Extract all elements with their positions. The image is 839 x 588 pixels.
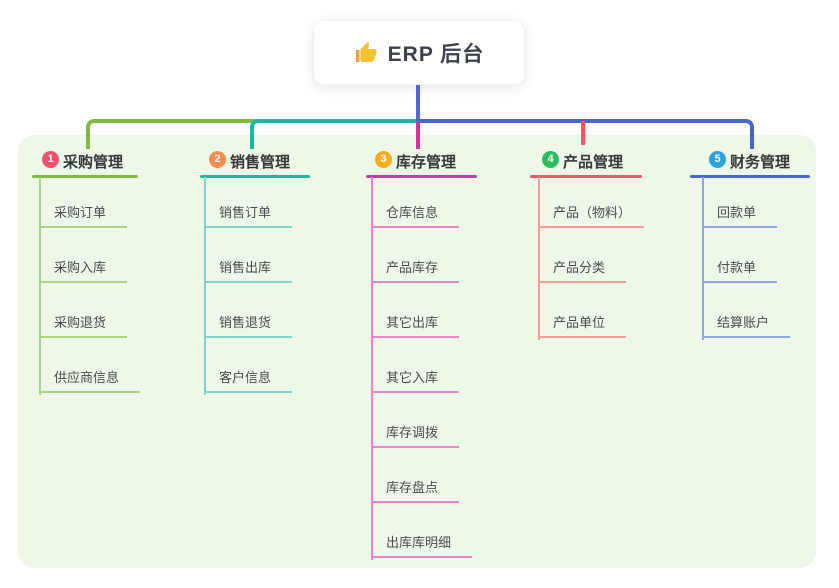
branch5-underline [690, 175, 810, 178]
node-item[interactable]: 结算账户 [702, 312, 790, 338]
node-item[interactable]: 产品分类 [538, 257, 626, 283]
branch4-title[interactable]: 产品管理 [563, 154, 624, 171]
branch3-number-badge: 3 [375, 151, 392, 168]
branch2-trunk-line [204, 177, 206, 395]
branch1-number-badge: 1 [42, 151, 59, 168]
branch2-number-badge: 2 [209, 151, 226, 168]
node-label: 产品单位 [553, 315, 606, 330]
node-item[interactable]: 采购入库 [39, 257, 127, 283]
branches-background-panel [18, 135, 816, 568]
branch1-trunk-line [39, 177, 41, 395]
connector-branch4 [581, 121, 585, 145]
root-connector [416, 82, 420, 122]
node-item[interactable]: 采购退货 [39, 312, 127, 338]
branch4-trunk-line [538, 177, 540, 340]
branch3-underline [366, 175, 477, 178]
node-label: 产品分类 [553, 260, 606, 275]
branch5-trunk-line [702, 177, 704, 340]
connector-branch3 [416, 121, 420, 149]
node-item[interactable]: 库存调拨 [371, 422, 459, 448]
node-label: 客户信息 [219, 370, 272, 385]
branch4-underline [530, 175, 642, 178]
branch5-title[interactable]: 财务管理 [730, 154, 791, 171]
node-item[interactable]: 供应商信息 [39, 367, 140, 393]
node-item[interactable]: 回款单 [702, 202, 777, 228]
node-item[interactable]: 客户信息 [204, 367, 292, 393]
node-label: 库存盘点 [386, 480, 439, 495]
thumbs-up-icon [354, 41, 378, 65]
node-label: 仓库信息 [386, 205, 439, 220]
connector-branch1 [86, 119, 256, 149]
branch2-underline [200, 175, 310, 178]
node-label: 付款单 [717, 260, 757, 275]
node-label: 采购退货 [54, 315, 107, 330]
node-item[interactable]: 出库库明细 [371, 532, 472, 558]
branch3-title[interactable]: 库存管理 [396, 154, 457, 171]
node-label: 回款单 [717, 205, 757, 220]
branch1-underline [32, 175, 138, 178]
node-label: 采购订单 [54, 205, 107, 220]
node-label: 其它入库 [386, 370, 439, 385]
root-node-title: ERP 后台 [387, 42, 485, 66]
branch5-number-badge: 5 [709, 151, 726, 168]
node-item[interactable]: 销售出库 [204, 257, 292, 283]
branch2-title[interactable]: 销售管理 [230, 154, 291, 171]
node-item[interactable]: 仓库信息 [371, 202, 459, 228]
node-item[interactable]: 付款单 [702, 257, 777, 283]
node-item[interactable]: 产品单位 [538, 312, 626, 338]
node-label: 供应商信息 [54, 370, 120, 385]
node-item[interactable]: 库存盘点 [371, 477, 459, 503]
node-label: 库存调拨 [386, 425, 439, 440]
node-label: 产品库存 [386, 260, 439, 275]
node-item[interactable]: 产品（物料） [538, 202, 644, 228]
branch4-number-badge: 4 [542, 151, 559, 168]
node-label: 出库库明细 [386, 535, 452, 550]
node-item[interactable]: 产品库存 [371, 257, 459, 283]
node-label: 产品（物料） [553, 205, 632, 220]
node-item[interactable]: 其它出库 [371, 312, 459, 338]
branch3-trunk-line [371, 177, 373, 560]
root-node[interactable]: ERP 后台 [313, 20, 525, 85]
branch1-title[interactable]: 采购管理 [63, 154, 124, 171]
node-label: 销售订单 [219, 205, 272, 220]
node-item[interactable]: 采购订单 [39, 202, 127, 228]
node-item[interactable]: 其它入库 [371, 367, 459, 393]
node-label: 销售退货 [219, 315, 272, 330]
node-item[interactable]: 销售订单 [204, 202, 292, 228]
node-label: 结算账户 [717, 315, 770, 330]
node-item[interactable]: 销售退货 [204, 312, 292, 338]
node-label: 采购入库 [54, 260, 107, 275]
node-label: 销售出库 [219, 260, 272, 275]
connector-branch2 [250, 119, 422, 149]
node-label: 其它出库 [386, 315, 439, 330]
connector-branch5 [418, 119, 754, 149]
